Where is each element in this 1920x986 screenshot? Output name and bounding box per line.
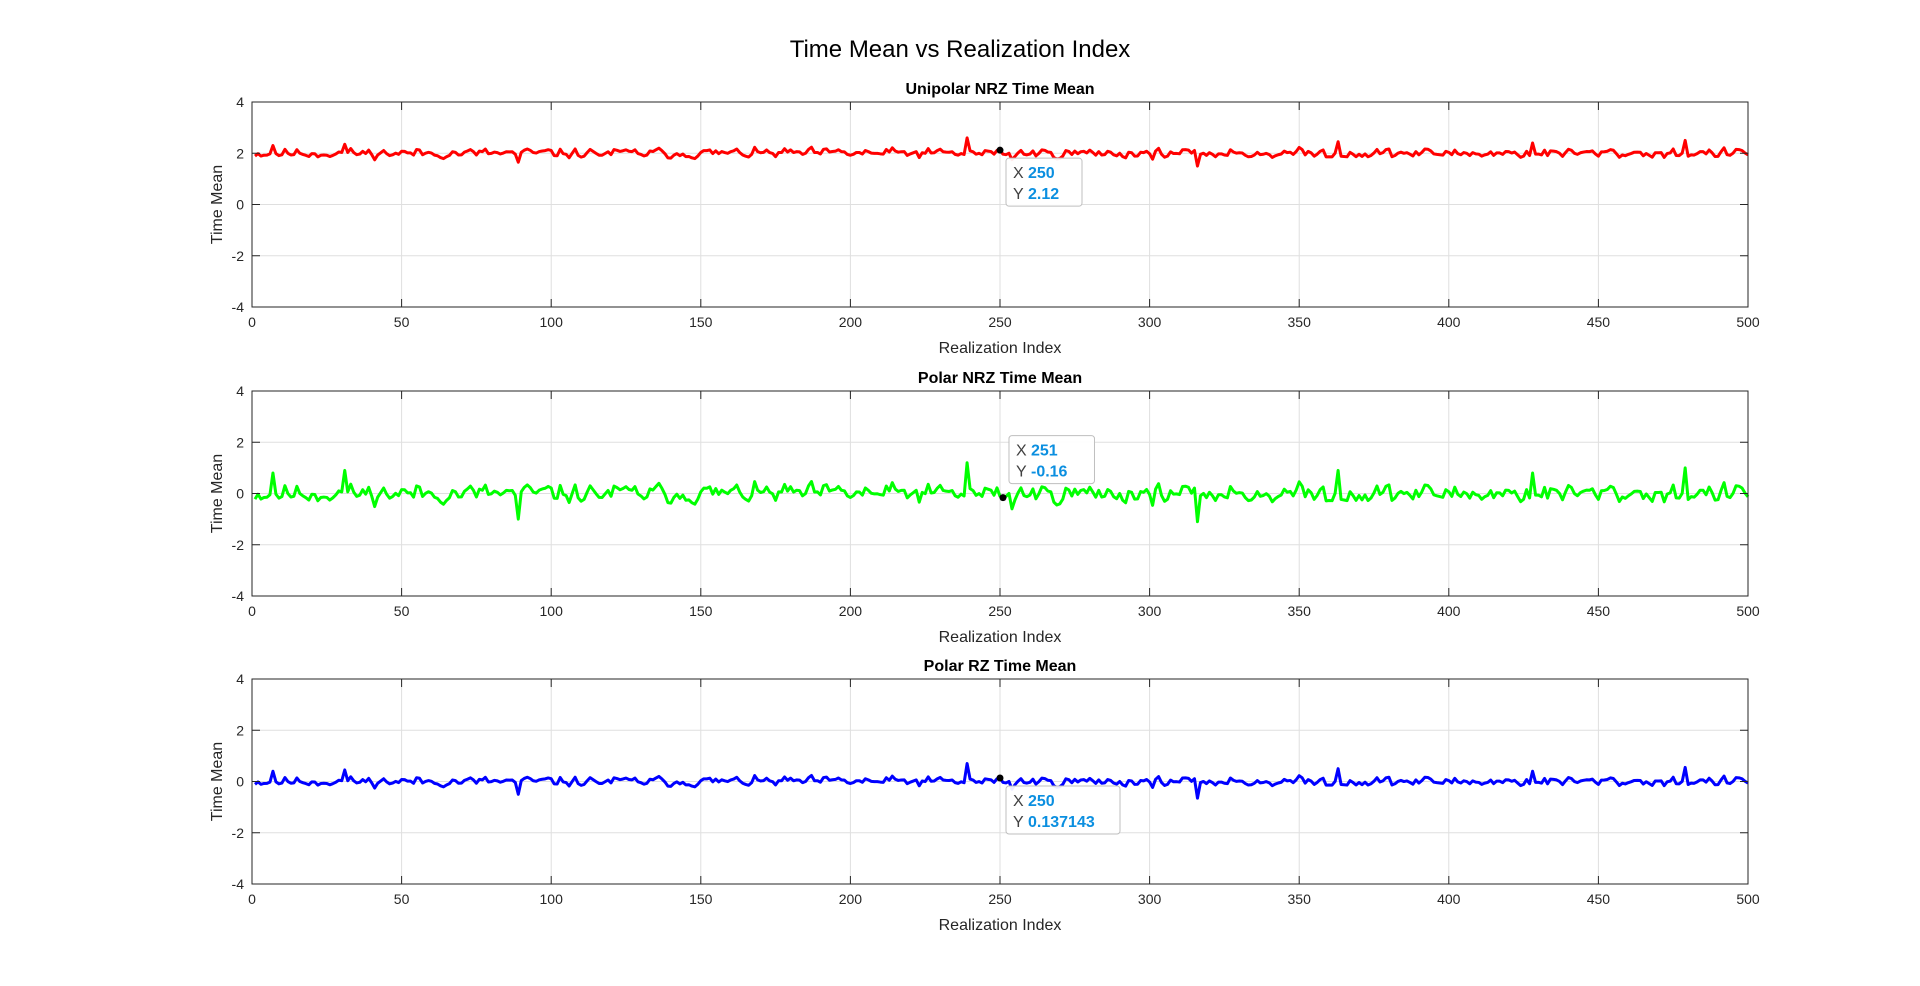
y-tick-label: -4 xyxy=(232,299,245,315)
x-tick-label: 350 xyxy=(1288,891,1312,907)
y-tick-label: 2 xyxy=(236,434,244,450)
datatip-y-value: 2.12 xyxy=(1028,186,1059,203)
x-tick-label: 250 xyxy=(988,603,1012,619)
x-tick-label: 350 xyxy=(1288,314,1312,330)
y-tick-label: 2 xyxy=(236,722,244,738)
x-tick-label: 150 xyxy=(689,891,713,907)
y-tick-label: -2 xyxy=(232,825,245,841)
x-tick-label: 50 xyxy=(394,603,410,619)
y-tick-label: 0 xyxy=(236,197,244,213)
x-tick-label: 400 xyxy=(1437,891,1461,907)
x-tick-label: 50 xyxy=(394,314,410,330)
datatip-x-key: X xyxy=(1016,443,1027,460)
datatip-marker[interactable] xyxy=(999,494,1007,502)
x-tick-label: 0 xyxy=(248,891,256,907)
x-tick-label: 400 xyxy=(1437,603,1461,619)
y-tick-label: 4 xyxy=(236,94,244,110)
y-tick-label: 4 xyxy=(236,383,244,399)
datatip-marker[interactable] xyxy=(996,146,1004,154)
y-axis-label: Time Mean xyxy=(209,454,226,533)
x-tick-label: 100 xyxy=(540,603,564,619)
subplot-title: Polar NRZ Time Mean xyxy=(918,370,1082,387)
subplot-polar-nrz[interactable]: Polar NRZ Time Mean Realization Index Ti… xyxy=(209,370,1760,646)
x-tick-label: 250 xyxy=(988,314,1012,330)
y-tick-label: 2 xyxy=(236,145,244,161)
x-tick-label: 300 xyxy=(1138,891,1162,907)
figure-title: Time Mean vs Realization Index xyxy=(789,36,1131,63)
datatip-x-value: 250 xyxy=(1028,793,1055,810)
datatip-x-value: 251 xyxy=(1031,443,1058,460)
datatip-y-value: 0.137143 xyxy=(1028,814,1095,831)
subplot-title: Polar RZ Time Mean xyxy=(924,658,1077,675)
x-tick-label: 450 xyxy=(1587,891,1611,907)
datatip-y-key: Y xyxy=(1016,464,1027,481)
y-tick-label: 0 xyxy=(236,486,244,502)
y-axis-label: Time Mean xyxy=(209,742,226,821)
x-tick-label: 200 xyxy=(839,314,863,330)
x-axis-label: Realization Index xyxy=(939,917,1062,934)
x-tick-label: 250 xyxy=(988,891,1012,907)
datatip-y-value: -0.16 xyxy=(1031,464,1068,481)
x-tick-label: 400 xyxy=(1437,314,1461,330)
x-tick-label: 0 xyxy=(248,314,256,330)
x-tick-label: 200 xyxy=(839,603,863,619)
x-tick-label: 300 xyxy=(1138,603,1162,619)
subplot-title: Unipolar NRZ Time Mean xyxy=(905,81,1094,98)
x-tick-label: 200 xyxy=(839,891,863,907)
datatip-y-key: Y xyxy=(1013,814,1024,831)
y-tick-label: 0 xyxy=(236,774,244,790)
x-axis-label: Realization Index xyxy=(939,340,1062,357)
x-axis-label: Realization Index xyxy=(939,629,1062,646)
y-axis-label: Time Mean xyxy=(209,165,226,244)
datatip-marker[interactable] xyxy=(996,774,1004,782)
datatip-box xyxy=(1008,435,1095,485)
y-tick-label: 4 xyxy=(236,671,244,687)
datatip-x-value: 250 xyxy=(1028,165,1055,182)
datatip-y-key: Y xyxy=(1013,186,1024,203)
x-tick-label: 0 xyxy=(248,603,256,619)
datatip-x-key: X xyxy=(1013,165,1024,182)
x-tick-label: 50 xyxy=(394,891,410,907)
x-tick-label: 300 xyxy=(1138,314,1162,330)
y-tick-label: -2 xyxy=(232,537,245,553)
subplot-polar-rz[interactable]: Polar RZ Time Mean Realization Index Tim… xyxy=(209,658,1760,934)
datatip-x-key: X xyxy=(1013,793,1024,810)
datatip-box xyxy=(1005,157,1083,207)
x-tick-label: 100 xyxy=(540,314,564,330)
y-tick-label: -4 xyxy=(232,876,245,892)
x-tick-label: 150 xyxy=(689,314,713,330)
x-tick-label: 500 xyxy=(1736,603,1760,619)
subplot-unipolar-nrz[interactable]: Unipolar NRZ Time Mean Realization Index… xyxy=(209,81,1760,357)
x-tick-label: 500 xyxy=(1736,314,1760,330)
x-tick-label: 100 xyxy=(540,891,564,907)
x-tick-label: 150 xyxy=(689,603,713,619)
x-tick-label: 450 xyxy=(1587,314,1611,330)
x-tick-label: 500 xyxy=(1736,891,1760,907)
x-tick-label: 450 xyxy=(1587,603,1611,619)
y-tick-label: -4 xyxy=(232,588,245,604)
y-tick-label: -2 xyxy=(232,248,245,264)
x-tick-label: 350 xyxy=(1288,603,1312,619)
datatip-box xyxy=(1005,785,1121,835)
